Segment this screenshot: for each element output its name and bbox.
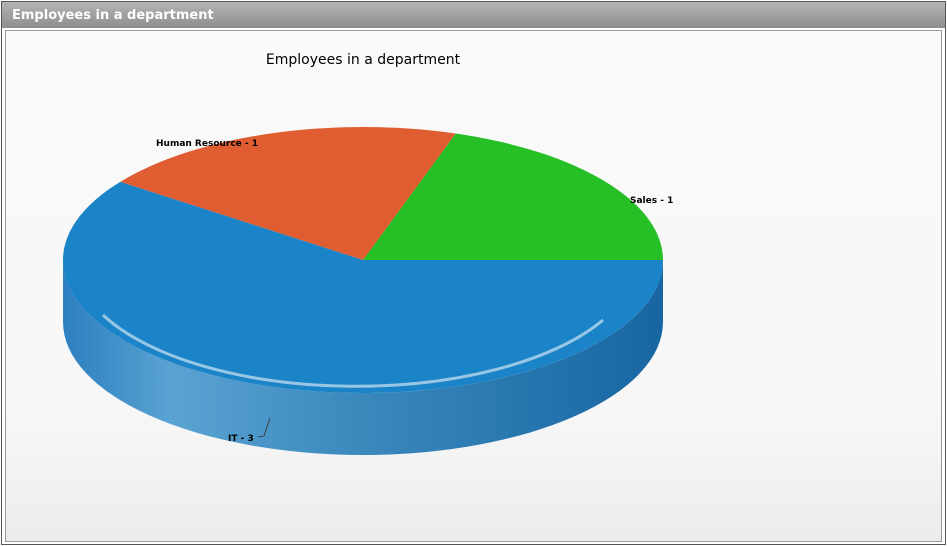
- chart-title: Employees in a department: [266, 52, 461, 68]
- slice-label: Human Resource - 1: [156, 139, 258, 149]
- pie-slice-it: [63, 181, 664, 393]
- slice-label: IT - 3: [228, 434, 254, 444]
- slice-label: Sales - 1: [630, 196, 673, 206]
- pie-slice-sales: [363, 133, 663, 260]
- it-label-leader: [257, 417, 271, 438]
- pie-highlight: [101, 313, 604, 388]
- window-title: Employees in a department: [2, 2, 945, 28]
- pie-side-wall: [63, 260, 663, 455]
- pie-slice-human-resource: [120, 127, 456, 260]
